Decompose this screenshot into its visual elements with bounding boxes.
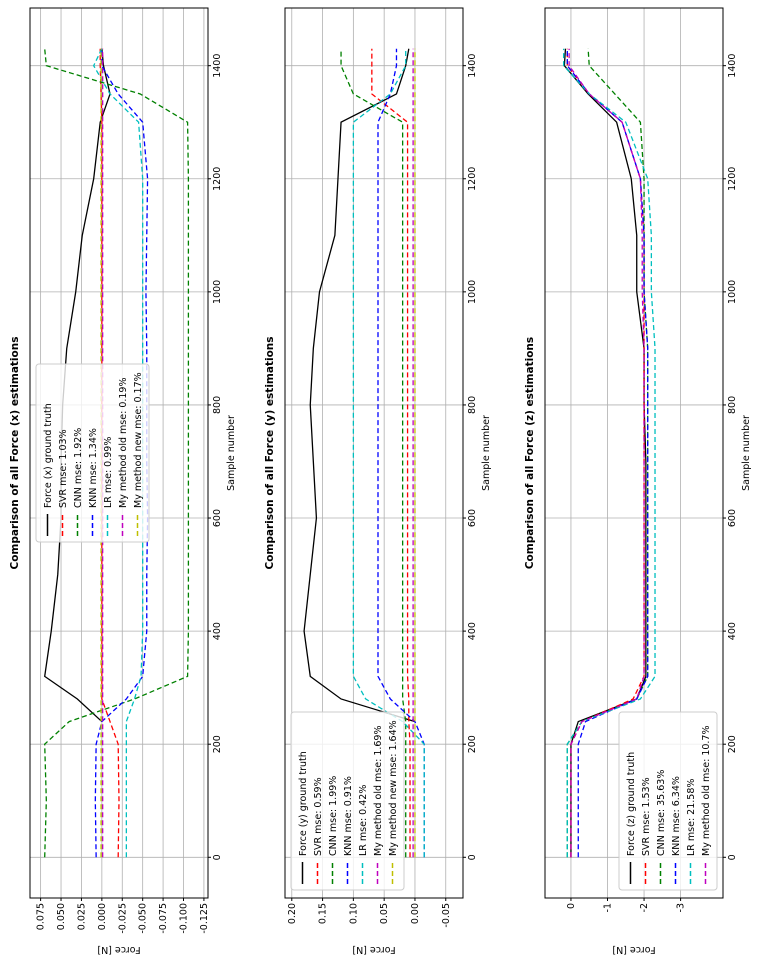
legend-label: My method new mse: 0.17% <box>133 372 144 508</box>
y-tick-label: 0.00 <box>410 903 421 924</box>
x-tick-label: 1200 <box>467 167 478 191</box>
y-tick-label: 0.10 <box>348 903 359 924</box>
x-tick-label: 1400 <box>727 54 738 78</box>
legend-box <box>290 711 405 891</box>
x-tick-label: 1400 <box>212 54 223 78</box>
x-tick-label: 800 <box>467 396 478 414</box>
x-tick-label: 400 <box>467 622 478 640</box>
y-tick-label: -1 <box>603 903 614 912</box>
y-tick-label: 0.025 <box>76 903 87 930</box>
legend-label: LR mse: 21.58% <box>686 779 697 856</box>
legend-label: KNN mse: 0.91% <box>343 776 354 856</box>
series-line <box>377 48 425 858</box>
x-tick-label: 1000 <box>467 280 478 304</box>
legend-label: Force (x) ground truth <box>43 403 54 508</box>
chart: Comparison of all Force (z) estimations S… <box>524 7 752 955</box>
y-tick-label: 0.050 <box>56 903 67 930</box>
chart-title: Comparison of all Force (z) estimations <box>524 337 536 569</box>
series-line <box>371 48 411 858</box>
x-tick-label: 800 <box>727 396 738 414</box>
legend-label: My method old mse: 0.19% <box>118 378 129 509</box>
series-line <box>92 48 144 858</box>
legend-label: My method old mse: 1.69% <box>373 726 384 857</box>
y-tick-label: 0.000 <box>97 903 108 930</box>
chart: Comparison of all Force (y) estimations S… <box>264 7 492 955</box>
x-tick-label: 400 <box>212 622 223 640</box>
chart-title: Comparison of all Force (x) estimations <box>9 337 21 570</box>
x-tick-label: 400 <box>727 622 738 640</box>
x-axis-label: Sample number <box>481 415 492 491</box>
x-tick-label: 1400 <box>467 54 478 78</box>
plot-frame <box>29 7 209 899</box>
x-tick-label: 1200 <box>727 167 738 191</box>
legend-label: SVR mse: 1.53% <box>641 777 652 856</box>
y-tick-label: -0.075 <box>158 903 169 934</box>
y-axis-label: Force [N] <box>612 944 655 955</box>
y-tick-label: 0.15 <box>318 903 329 924</box>
series-line <box>563 48 647 858</box>
series-line <box>99 48 120 858</box>
x-tick-label: 1000 <box>212 280 223 304</box>
legend-label: SVR mse: 1.03% <box>58 429 69 508</box>
x-tick-label: 0 <box>467 854 478 860</box>
legend-label: LR mse: 0.42% <box>358 785 369 856</box>
x-tick-label: 0 <box>212 854 223 860</box>
legend-label: Force (y) ground truth <box>298 751 309 856</box>
x-tick-label: 600 <box>467 509 478 527</box>
legend-label: KNN mse: 6.34% <box>671 776 682 856</box>
x-tick-label: 200 <box>212 735 223 753</box>
y-tick-label: 0.05 <box>379 903 390 924</box>
legend-label: CNN mse: 1.92% <box>73 428 84 508</box>
x-tick-label: 800 <box>212 396 223 414</box>
y-tick-label: -0.050 <box>138 903 149 934</box>
legend-box <box>618 711 718 891</box>
plot-frame <box>544 7 724 899</box>
x-tick-label: 0 <box>727 854 738 860</box>
y-tick-label: -0.100 <box>179 903 190 934</box>
x-tick-label: 200 <box>727 735 738 753</box>
legend-label: CNN mse: 35.63% <box>656 770 667 856</box>
x-tick-label: 1200 <box>212 167 223 191</box>
legend-label: KNN mse: 1.34% <box>88 428 99 508</box>
y-tick-label: 0.20 <box>287 903 298 924</box>
x-tick-label: 200 <box>467 735 478 753</box>
series-line <box>566 48 649 858</box>
series-line <box>340 48 407 858</box>
plot-frame <box>284 7 464 899</box>
y-tick-label: -3 <box>676 903 687 912</box>
series-line <box>44 48 190 858</box>
legend-label: LR mse: 0.99% <box>103 437 114 508</box>
series-line <box>303 48 416 723</box>
legend-label: My method new mse: 1.64% <box>388 720 399 856</box>
y-tick-label: -0.125 <box>199 903 210 934</box>
x-axis-label: Sample number <box>741 415 752 491</box>
x-tick-label: 600 <box>727 509 738 527</box>
legend-label: CNN mse: 1.99% <box>328 776 339 856</box>
y-axis-label: Force [N] <box>352 944 395 955</box>
y-tick-label: 0 <box>566 903 577 909</box>
y-tick-label: -2 <box>639 903 650 912</box>
x-tick-label: 1000 <box>727 280 738 304</box>
y-tick-label: -0.025 <box>117 903 128 934</box>
y-tick-label: -0.05 <box>441 903 452 928</box>
legend-label: Force (z) ground truth <box>626 752 637 856</box>
legend-label: My method old mse: 10.7% <box>701 726 712 857</box>
x-axis-label: Sample number <box>226 415 237 491</box>
x-tick-label: 600 <box>212 509 223 527</box>
series-line <box>568 48 645 858</box>
legend-box <box>35 363 150 543</box>
chart: Comparison of all Force (x) estimations S… <box>9 7 237 955</box>
chart-title: Comparison of all Force (y) estimations <box>264 336 276 569</box>
y-axis-label: Force [N] <box>97 944 140 955</box>
y-tick-label: 0.075 <box>36 903 47 930</box>
legend-label: SVR mse: 0.59% <box>313 777 324 856</box>
